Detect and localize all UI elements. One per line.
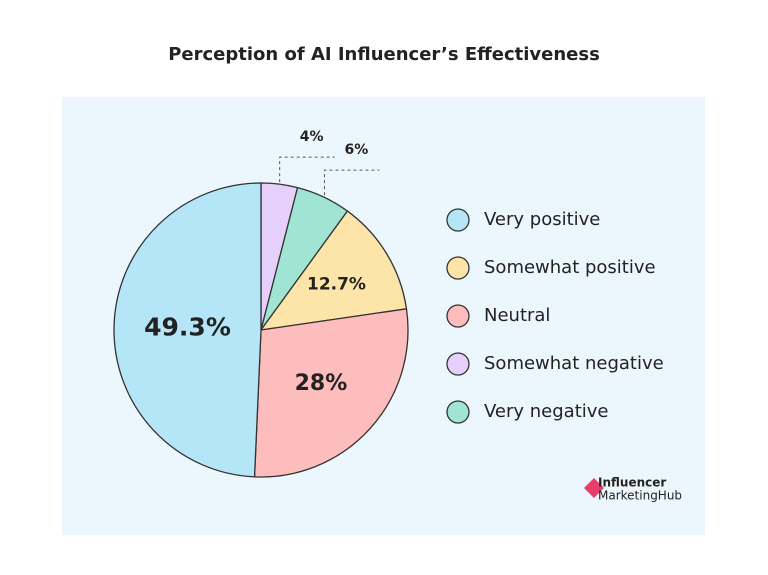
- legend-swatch: [446, 304, 470, 328]
- leader-line: [279, 156, 335, 183]
- pie-slice: [253, 308, 409, 478]
- legend-label: Very positive: [484, 209, 600, 230]
- pie-slice: [259, 210, 408, 331]
- value-label: 12.7%: [307, 274, 366, 294]
- value-label: 49.3%: [144, 312, 231, 341]
- legend-label: Very negative: [484, 401, 609, 422]
- value-label: 6%: [345, 142, 369, 158]
- pie-slice: [113, 182, 262, 478]
- value-label: 4%: [300, 129, 324, 145]
- legend-swatch: [446, 352, 470, 376]
- legend-label: Somewhat positive: [484, 257, 656, 278]
- legend-label: Neutral: [484, 305, 550, 326]
- brand-line1: Influencer: [598, 476, 666, 490]
- legend-swatch: [446, 208, 470, 232]
- brand-logo: Influencer MarketingHub: [584, 476, 682, 503]
- chart-title: Perception of AI Influencer’s Effectiven…: [168, 44, 600, 65]
- brand-line2: MarketingHub: [598, 489, 682, 503]
- legend-swatch: [446, 400, 470, 424]
- logo-icon: [584, 478, 604, 498]
- legend-swatch: [446, 256, 470, 280]
- value-label: 28%: [295, 371, 348, 396]
- legend-label: Somewhat negative: [484, 353, 664, 374]
- leader-line: [323, 169, 380, 196]
